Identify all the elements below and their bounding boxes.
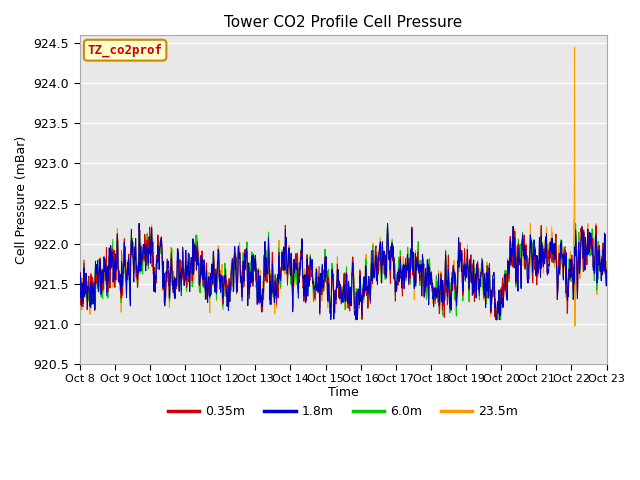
Title: Tower CO2 Profile Cell Pressure: Tower CO2 Profile Cell Pressure — [224, 15, 462, 30]
Legend: 0.35m, 1.8m, 6.0m, 23.5m: 0.35m, 1.8m, 6.0m, 23.5m — [163, 400, 524, 423]
Y-axis label: Cell Pressure (mBar): Cell Pressure (mBar) — [15, 135, 28, 264]
X-axis label: Time: Time — [328, 385, 358, 398]
Text: TZ_co2prof: TZ_co2prof — [88, 44, 163, 57]
